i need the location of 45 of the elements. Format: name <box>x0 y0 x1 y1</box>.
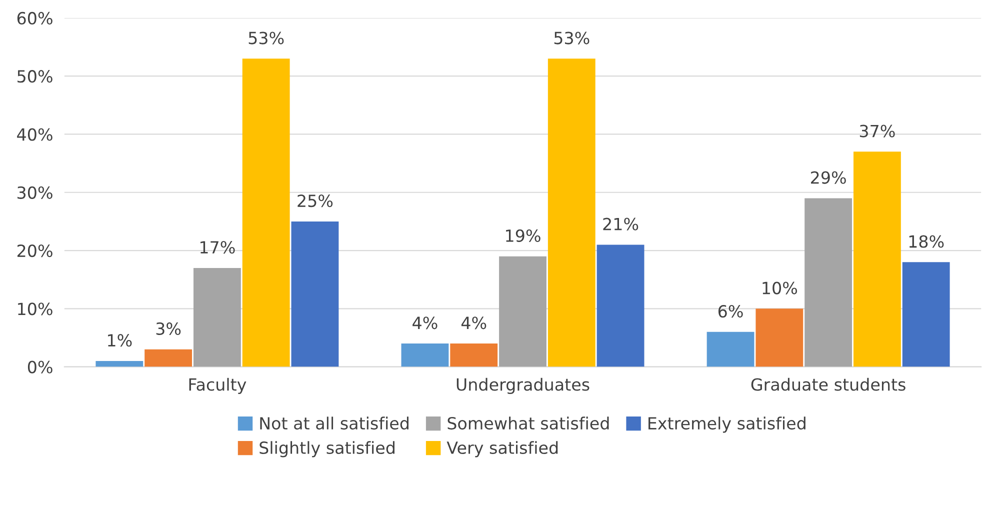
data-label: 10% <box>762 282 798 294</box>
legend-label: Very satisfied <box>446 441 558 458</box>
bar <box>902 262 950 367</box>
data-label: 37% <box>860 124 895 138</box>
bar <box>291 221 339 367</box>
y-tick-label: 20% <box>17 244 52 258</box>
bar <box>853 152 901 367</box>
y-tick-label: 60% <box>17 12 52 25</box>
data-label: 17% <box>200 241 235 254</box>
legend-label: Slightly satisfied <box>260 441 394 458</box>
data-label: 21% <box>603 218 638 230</box>
data-label: 1% <box>108 334 132 347</box>
x-tick-label: Graduate students <box>751 378 906 391</box>
bar <box>96 360 144 367</box>
bar <box>596 244 644 367</box>
y-tick-label: 30% <box>18 186 52 199</box>
data-label: 3% <box>156 322 181 336</box>
x-tick-label: Undergraduates <box>456 378 590 394</box>
y-tick-label: 0% <box>28 360 52 374</box>
data-label: 29% <box>811 171 846 184</box>
y-tick-label: 50% <box>18 70 52 83</box>
data-label: 53% <box>248 32 284 44</box>
bar <box>548 58 596 367</box>
data-label: 25% <box>298 194 333 208</box>
legend-label: Extremely satisfied <box>648 416 806 433</box>
data-label: 4% <box>461 316 486 330</box>
bar <box>401 344 449 367</box>
data-label: 19% <box>506 229 540 242</box>
bar <box>193 268 241 367</box>
bar <box>756 308 804 367</box>
y-tick-label: 40% <box>17 128 52 141</box>
bar <box>804 198 852 367</box>
data-label: 4% <box>412 316 438 330</box>
bar <box>242 58 290 367</box>
data-label: 6% <box>718 304 743 318</box>
data-label: 53% <box>554 32 590 44</box>
bar <box>450 344 498 367</box>
legend-label: Not at all satisfied <box>260 416 408 430</box>
x-tick-label: Faculty <box>189 378 246 394</box>
data-label: 18% <box>909 235 944 248</box>
bar <box>144 349 192 367</box>
bar <box>499 256 546 367</box>
y-tick-label: 10% <box>18 302 52 316</box>
legend-label: Somewhat satisfied <box>448 416 609 430</box>
bar <box>706 332 754 367</box>
